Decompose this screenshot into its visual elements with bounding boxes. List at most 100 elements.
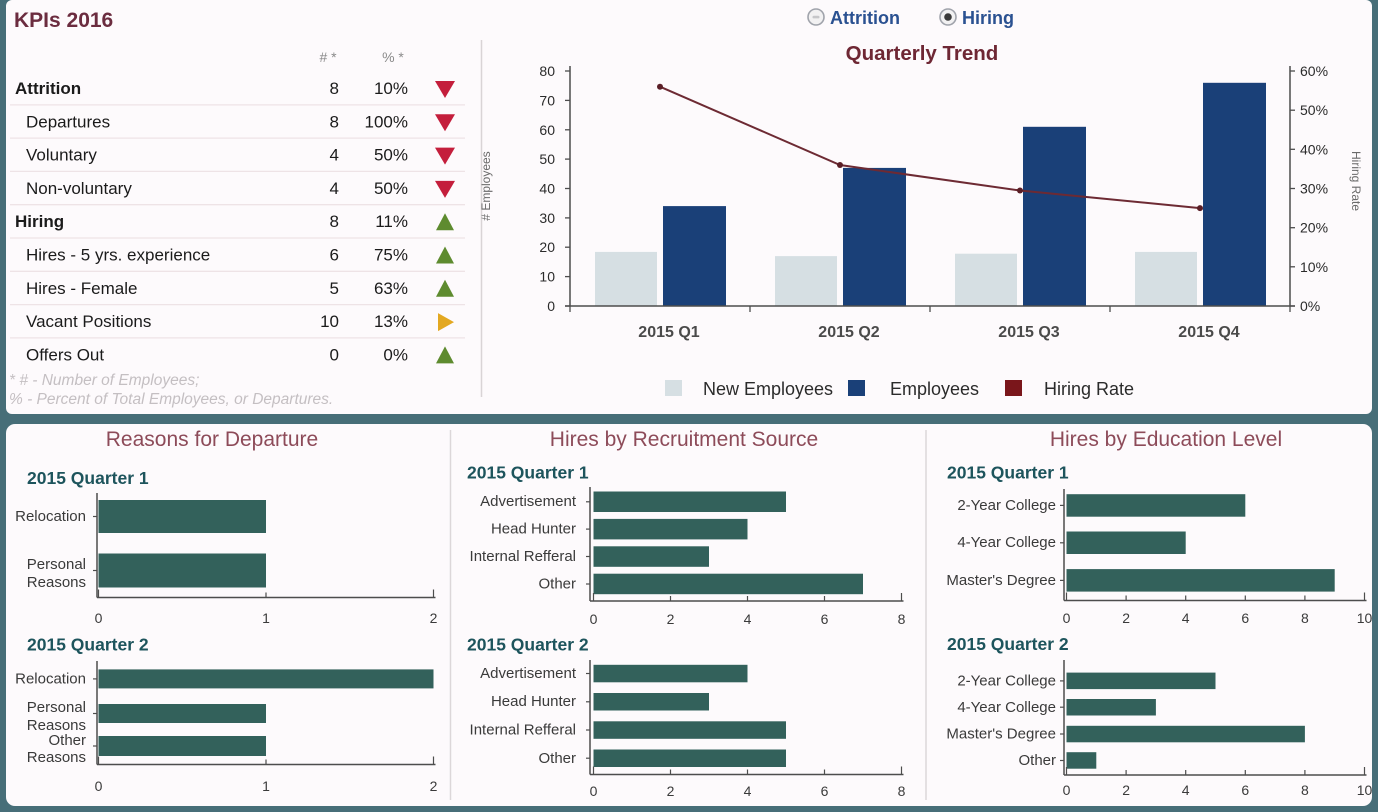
svg-text:50%: 50% (1300, 102, 1328, 118)
svg-text:# *: # * (319, 49, 337, 65)
svg-text:Master's Degree: Master's Degree (946, 726, 1056, 743)
svg-text:40%: 40% (1300, 141, 1328, 157)
svg-text:6: 6 (1241, 610, 1249, 626)
svg-text:0: 0 (330, 345, 339, 364)
svg-text:# Employees: # Employees (479, 151, 493, 220)
svg-text:Reasons: Reasons (27, 717, 86, 734)
svg-text:8: 8 (330, 112, 339, 131)
svg-text:Offers Out: Offers Out (26, 345, 104, 364)
svg-text:8: 8 (330, 212, 339, 231)
svg-text:Relocation: Relocation (15, 670, 86, 687)
svg-text:6: 6 (1241, 782, 1249, 798)
svg-text:6: 6 (330, 246, 339, 265)
svg-text:2015 Quarter 1: 2015 Quarter 1 (27, 468, 149, 488)
svg-text:0: 0 (95, 778, 103, 794)
svg-text:6: 6 (821, 611, 829, 627)
svg-text:Head Hunter: Head Hunter (491, 521, 576, 538)
svg-text:13%: 13% (374, 312, 408, 331)
svg-text:4-Year College: 4-Year College (957, 699, 1056, 716)
svg-text:Head Hunter: Head Hunter (491, 693, 576, 710)
svg-text:Other: Other (1018, 752, 1056, 769)
svg-text:Attrition: Attrition (830, 8, 900, 28)
svg-text:2015 Quarter 1: 2015 Quarter 1 (467, 463, 589, 483)
svg-text:11%: 11% (375, 212, 408, 231)
svg-text:% - Percent of Total Employees: % - Percent of Total Employees, or Depar… (9, 391, 333, 408)
svg-text:6: 6 (821, 783, 829, 799)
svg-text:0: 0 (1063, 782, 1071, 798)
svg-text:8: 8 (898, 611, 906, 627)
svg-text:Reasons for Departure: Reasons for Departure (106, 428, 318, 451)
svg-text:2-Year College: 2-Year College (957, 672, 1056, 689)
svg-text:Advertisement: Advertisement (480, 493, 577, 510)
svg-text:40: 40 (539, 181, 555, 197)
svg-text:50: 50 (539, 151, 555, 167)
svg-text:30%: 30% (1300, 181, 1328, 197)
svg-text:4: 4 (744, 783, 752, 799)
svg-text:Quarterly Trend: Quarterly Trend (846, 42, 999, 65)
svg-text:8: 8 (1301, 782, 1309, 798)
svg-text:Advertisement: Advertisement (480, 665, 577, 682)
svg-text:10: 10 (1357, 610, 1373, 626)
svg-text:75%: 75% (374, 246, 408, 265)
svg-text:Hiring Rate: Hiring Rate (1044, 379, 1134, 399)
svg-text:30: 30 (539, 210, 555, 226)
svg-text:0: 0 (547, 298, 555, 314)
svg-text:1: 1 (262, 610, 270, 626)
svg-text:5: 5 (330, 279, 339, 298)
svg-text:2015 Quarter 2: 2015 Quarter 2 (467, 635, 589, 655)
svg-text:50%: 50% (374, 179, 408, 198)
svg-text:2: 2 (1122, 610, 1130, 626)
svg-text:70: 70 (539, 92, 555, 108)
svg-text:2015 Q3: 2015 Q3 (998, 324, 1059, 341)
svg-text:Other: Other (48, 732, 86, 749)
svg-text:Voluntary: Voluntary (26, 146, 97, 165)
svg-text:Hiring: Hiring (15, 212, 64, 231)
svg-text:100%: 100% (365, 112, 408, 131)
svg-text:8: 8 (330, 79, 339, 98)
svg-text:20: 20 (539, 239, 555, 255)
svg-text:60: 60 (539, 122, 555, 138)
svg-text:Other: Other (538, 750, 576, 767)
svg-text:Other: Other (538, 576, 576, 593)
svg-text:Internal Refferal: Internal Refferal (470, 548, 576, 565)
svg-text:2015 Q2: 2015 Q2 (818, 324, 879, 341)
svg-text:8: 8 (1301, 610, 1309, 626)
svg-text:2015 Quarter 2: 2015 Quarter 2 (27, 635, 149, 655)
svg-text:Hires - 5 yrs. experience: Hires - 5 yrs. experience (26, 246, 210, 265)
svg-text:Internal Refferal: Internal Refferal (470, 722, 576, 739)
svg-text:2: 2 (667, 611, 675, 627)
svg-text:2015 Q4: 2015 Q4 (1178, 324, 1239, 341)
svg-text:Hires - Female: Hires - Female (26, 279, 137, 298)
svg-text:Personal: Personal (27, 556, 86, 573)
svg-text:20%: 20% (1300, 220, 1328, 236)
svg-text:4: 4 (1182, 610, 1190, 626)
svg-text:KPIs 2016: KPIs 2016 (14, 9, 113, 32)
svg-text:80: 80 (539, 63, 555, 79)
svg-text:4: 4 (1182, 782, 1190, 798)
svg-text:4: 4 (330, 146, 339, 165)
svg-text:10%: 10% (1300, 259, 1328, 275)
svg-text:60%: 60% (1300, 63, 1328, 79)
svg-text:0: 0 (590, 783, 598, 799)
svg-text:Non-voluntary: Non-voluntary (26, 179, 132, 198)
svg-text:2: 2 (430, 778, 438, 794)
svg-text:10: 10 (320, 312, 339, 331)
svg-text:Reasons: Reasons (27, 749, 86, 766)
svg-text:Master's Degree: Master's Degree (946, 572, 1056, 589)
svg-text:Attrition: Attrition (15, 79, 81, 98)
svg-text:0: 0 (95, 610, 103, 626)
svg-text:2015 Q1: 2015 Q1 (638, 324, 699, 341)
svg-text:New Employees: New Employees (703, 379, 833, 399)
svg-text:4-Year College: 4-Year College (957, 534, 1056, 551)
svg-text:Hires by Education Level: Hires by Education Level (1050, 428, 1282, 451)
svg-text:50%: 50% (374, 146, 408, 165)
svg-text:Hires by Recruitment Source: Hires by Recruitment Source (550, 428, 818, 451)
svg-text:2015 Quarter 2: 2015 Quarter 2 (947, 634, 1069, 654)
svg-text:4: 4 (330, 179, 339, 198)
svg-text:Relocation: Relocation (15, 508, 86, 525)
svg-text:0: 0 (1063, 610, 1071, 626)
svg-text:8: 8 (898, 783, 906, 799)
svg-text:Departures: Departures (26, 112, 110, 131)
svg-text:0: 0 (590, 611, 598, 627)
svg-text:0%: 0% (1300, 298, 1320, 314)
